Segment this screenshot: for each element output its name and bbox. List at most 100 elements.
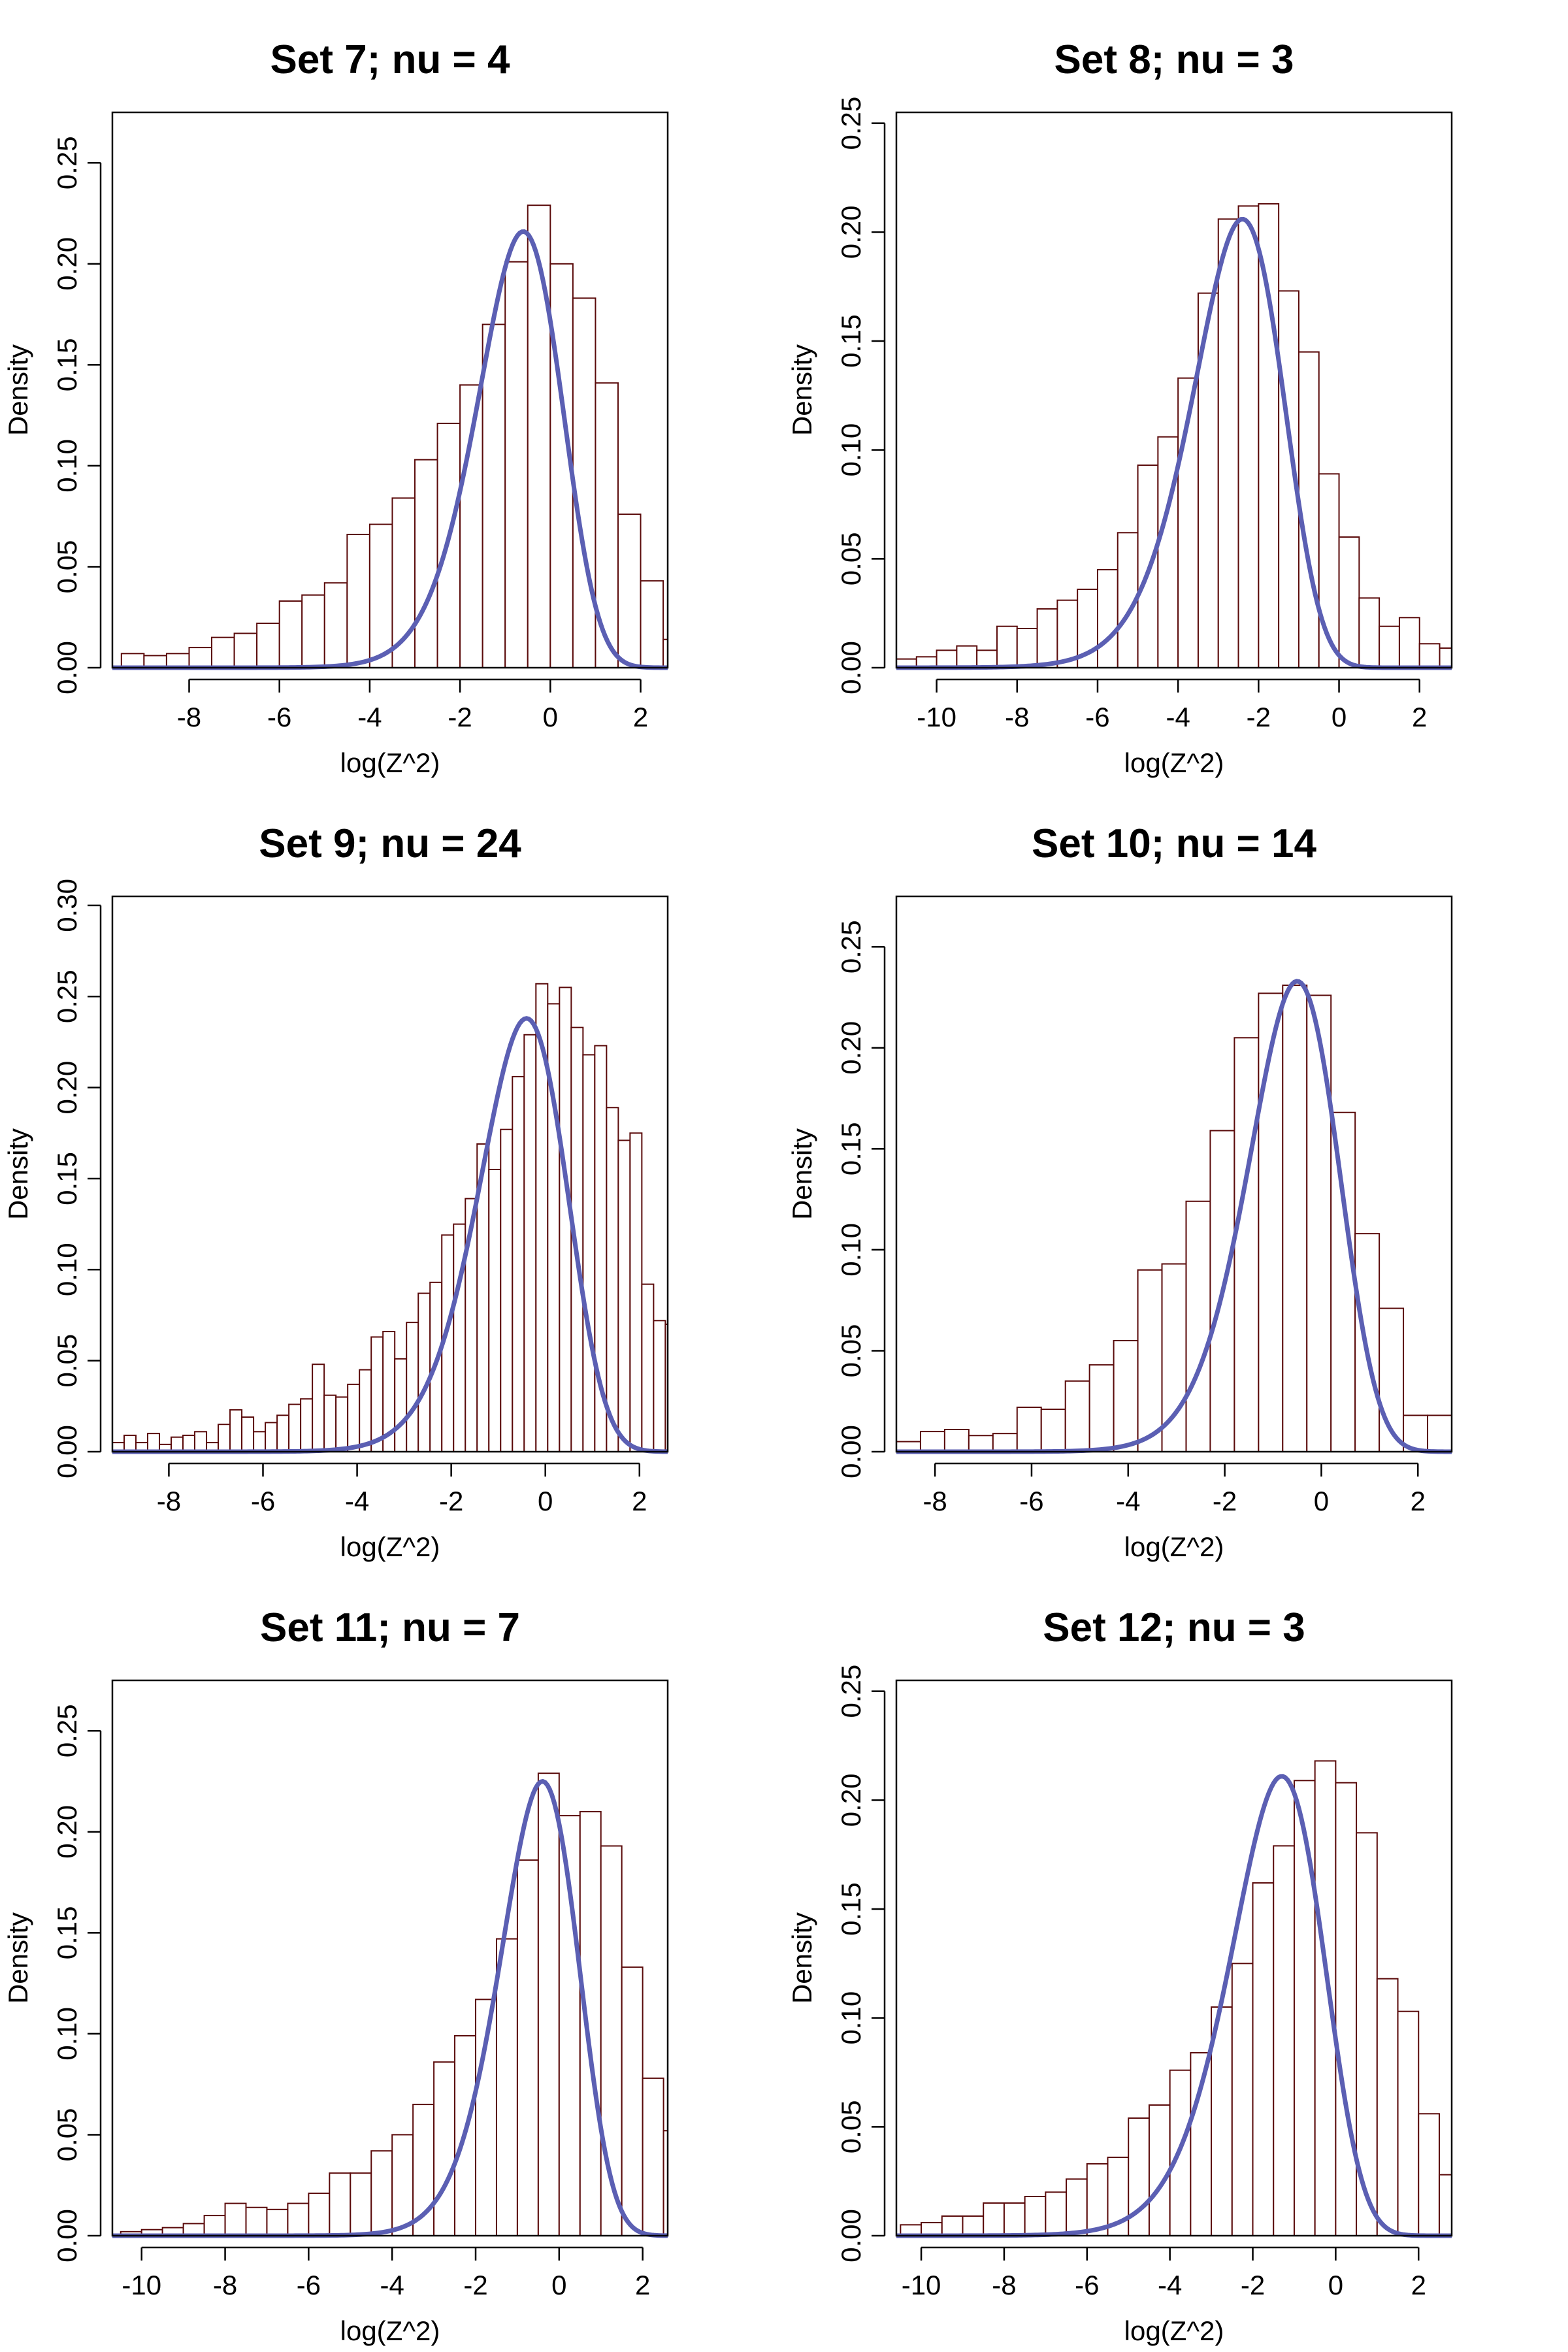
x-tick-label: -6 xyxy=(267,702,291,732)
x-tick-label: -8 xyxy=(213,2270,237,2300)
histogram-bar xyxy=(1258,992,1284,1452)
x-axis-label: log(Z^2) xyxy=(340,747,440,778)
histogram-bar xyxy=(962,2215,985,2236)
histogram-panel-set-11: Set 11; nu = 7 log(Z^2) Density -10 -8 -6-… xyxy=(3,1605,669,2346)
x-tick-label: -2 xyxy=(1241,2270,1265,2300)
histogram-panel-set-12: Set 12; nu = 3 log(Z^2) Density -10 -8 -6-… xyxy=(787,1605,1453,2346)
histogram-bar xyxy=(1252,1882,1275,2236)
histogram-bar xyxy=(335,1396,349,1452)
y-axis-label: Density xyxy=(787,344,817,436)
histogram-bar xyxy=(482,323,506,668)
x-tick-label: -4 xyxy=(1116,1486,1140,1516)
histogram-bar xyxy=(1148,2104,1171,2236)
histogram-bar xyxy=(1293,1780,1316,2237)
x-tick-label: 0 xyxy=(551,2270,566,2300)
histogram-bar xyxy=(218,1424,231,1452)
histogram-panel-set-9: Set 9; nu = 24 log(Z^2) Density -8 -6 -4 -2… xyxy=(3,821,669,1562)
histogram-bar xyxy=(391,2134,414,2236)
histogram-bar xyxy=(1379,625,1400,668)
histogram-bar xyxy=(203,2215,226,2237)
x-tick-label: -8 xyxy=(992,2270,1016,2300)
histogram-bar xyxy=(256,623,280,668)
y-tick-label: 0.25 xyxy=(836,1665,866,1718)
plot-frame xyxy=(111,895,669,1453)
x-tick-label: -2 xyxy=(448,702,472,732)
histogram-bar xyxy=(414,459,438,668)
histogram-bar xyxy=(370,2150,393,2236)
histogram-bar xyxy=(329,2172,351,2236)
histogram-bar xyxy=(1217,218,1239,668)
histogram-bar xyxy=(516,1859,539,2237)
x-tick-label: -4 xyxy=(380,2270,404,2300)
panel-title: Set 8; nu = 3 xyxy=(1054,37,1294,82)
histogram-bar xyxy=(301,594,325,668)
plot-frame xyxy=(895,1679,1453,2237)
histogram-bar xyxy=(537,1772,560,2236)
histogram-bar xyxy=(1439,647,1453,668)
histogram-bar xyxy=(495,1938,518,2236)
y-tick-label: 0.10 xyxy=(52,439,82,493)
histogram-bar xyxy=(1096,569,1119,668)
y-axis-label: Density xyxy=(3,344,33,436)
histogram-bar xyxy=(1306,994,1332,1452)
x-tick-label: 2 xyxy=(1411,1486,1426,1516)
panel-title: Set 10; nu = 14 xyxy=(1032,821,1316,866)
histogram-bar xyxy=(512,1075,525,1452)
x-tick-label: -10 xyxy=(917,702,956,732)
x-tick-label: -4 xyxy=(357,702,382,732)
histogram-bar xyxy=(1418,2113,1440,2237)
x-axis-label: log(Z^2) xyxy=(1124,747,1224,778)
histogram-bar xyxy=(312,1364,325,1452)
histogram-bar xyxy=(346,534,370,668)
y-tick-label: 0.15 xyxy=(836,1122,866,1175)
histogram-bar xyxy=(1016,628,1038,668)
plot-frame xyxy=(111,111,669,669)
histogram-bar xyxy=(211,636,235,669)
y-tick-label: 0.25 xyxy=(52,136,82,189)
histogram-bar xyxy=(417,1292,431,1453)
histogram-bar xyxy=(582,1054,596,1452)
x-tick-label: -8 xyxy=(177,702,201,732)
histogram-bar xyxy=(123,1434,137,1452)
y-tick-label: 0.30 xyxy=(52,879,82,932)
histogram-bar xyxy=(1273,1845,1295,2237)
x-tick-label: -6 xyxy=(251,1486,275,1516)
histogram-bar xyxy=(253,1431,267,1453)
histogram-bar xyxy=(1036,608,1058,668)
x-tick-label: -6 xyxy=(1019,1486,1043,1516)
histogram-bar xyxy=(1024,2196,1047,2236)
histogram-bar xyxy=(992,1433,1018,1452)
x-tick-label: 0 xyxy=(1331,702,1347,732)
y-tick-label: 0.25 xyxy=(52,970,82,1023)
histogram-bar xyxy=(941,2215,964,2236)
histogram-bar xyxy=(629,1132,643,1453)
histogram-bar xyxy=(640,580,664,669)
histogram-bar xyxy=(1282,985,1308,1452)
x-tick-label: -2 xyxy=(439,1486,463,1516)
histogram-bar xyxy=(606,1107,619,1452)
y-tick-label: 0.15 xyxy=(836,1882,866,1936)
histogram-bar xyxy=(919,1431,945,1453)
histogram-bar xyxy=(1258,203,1280,668)
histogram-bar xyxy=(943,1429,970,1452)
y-tick-label: 0.00 xyxy=(52,641,82,694)
x-tick-label: -2 xyxy=(463,2270,487,2300)
histogram-bar xyxy=(350,2172,372,2236)
y-tick-label: 0.10 xyxy=(836,1223,866,1277)
y-tick-label: 0.00 xyxy=(836,2209,866,2262)
y-tick-label: 0.20 xyxy=(836,1773,866,1827)
histogram-panel-set-10: Set 10; nu = 14 log(Z^2) Density -8 -6 -4-… xyxy=(787,821,1453,1562)
histogram-bar xyxy=(1397,2010,1420,2236)
y-axis-label: Density xyxy=(3,1912,33,2004)
x-tick-label: -6 xyxy=(297,2270,321,2300)
x-tick-label: 2 xyxy=(633,702,648,732)
histogram-bar xyxy=(1064,1380,1090,1453)
histogram-bar xyxy=(1330,1111,1356,1452)
histogram-bar xyxy=(1335,1782,1358,2236)
y-tick-label: 0.00 xyxy=(52,1425,82,1478)
histogram-bar xyxy=(347,1383,361,1452)
y-tick-label: 0.15 xyxy=(836,314,866,368)
plot-frame xyxy=(895,111,1453,669)
histogram-bar xyxy=(488,1169,502,1453)
